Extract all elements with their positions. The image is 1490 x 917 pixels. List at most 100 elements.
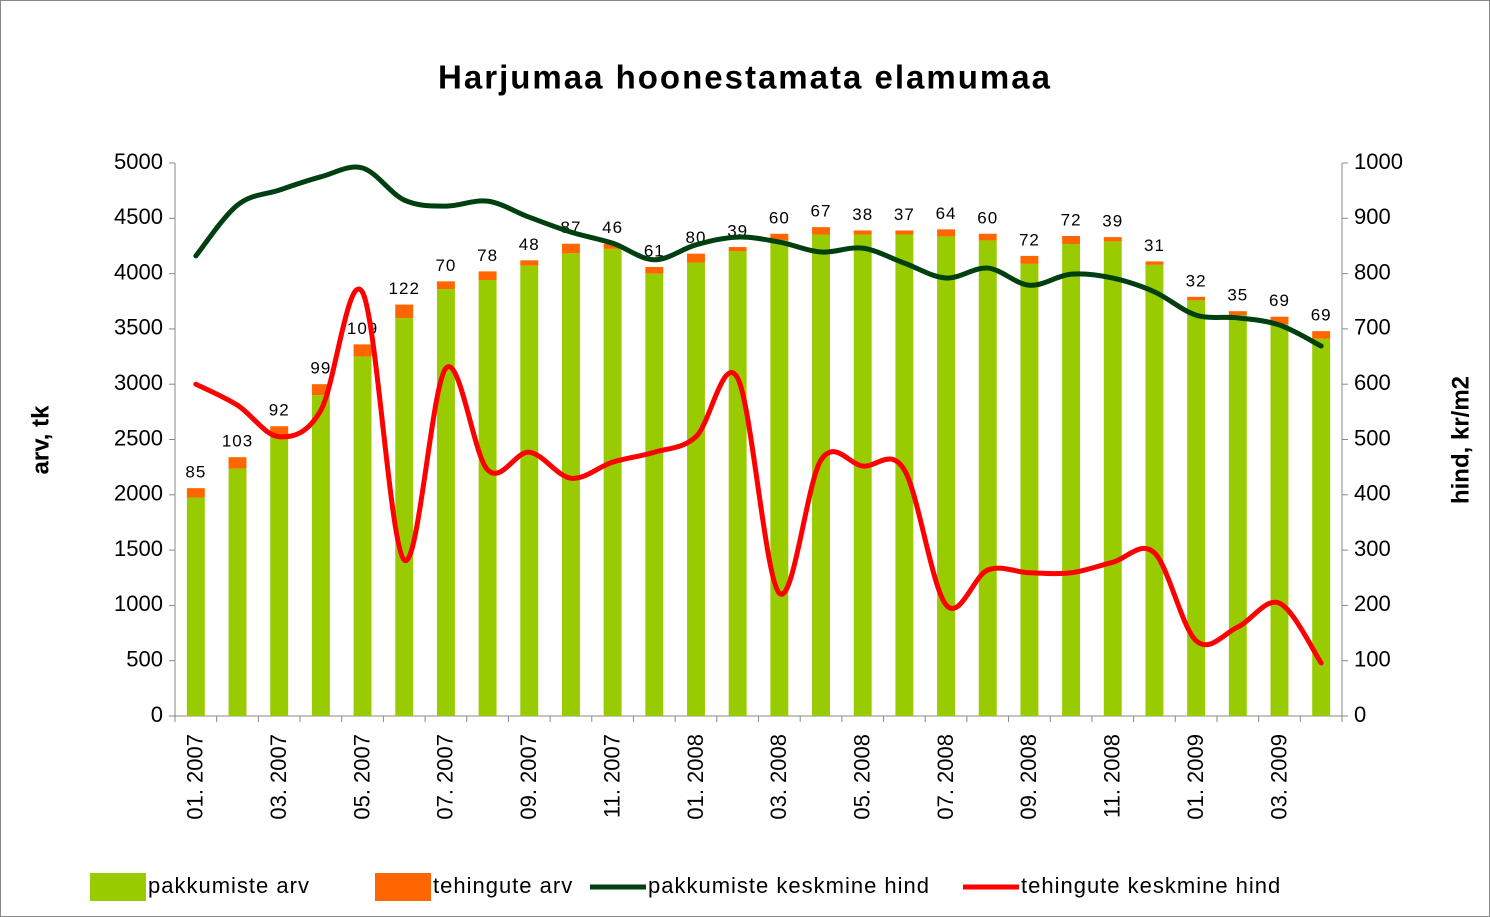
bar bbox=[520, 265, 539, 716]
y2-tick-label: 600 bbox=[1354, 370, 1391, 395]
y-axis-label: arv, tk bbox=[27, 405, 54, 475]
bar bbox=[1103, 241, 1122, 716]
data-label: 64 bbox=[936, 204, 957, 223]
data-label: 92 bbox=[269, 401, 290, 420]
y-tick-label: 4500 bbox=[114, 204, 163, 229]
bar bbox=[395, 304, 414, 319]
x-tick-label: 03. 2009 bbox=[1266, 734, 1291, 820]
bar bbox=[561, 243, 580, 254]
bar bbox=[1020, 263, 1039, 716]
data-label: 72 bbox=[1019, 230, 1040, 249]
legend-swatch bbox=[375, 873, 431, 901]
line bbox=[193, 164, 1324, 349]
y-tick-label: 5000 bbox=[114, 149, 163, 174]
chart-title: Harjumaa hoonestamata elamumaa bbox=[438, 59, 1052, 96]
y2-tick-label: 700 bbox=[1354, 315, 1391, 340]
bar bbox=[1145, 264, 1164, 716]
bar bbox=[937, 236, 956, 716]
bar bbox=[270, 436, 289, 716]
bar bbox=[895, 230, 914, 235]
legend-label: tehingute keskmine hind bbox=[1021, 873, 1281, 898]
data-label: 69 bbox=[1269, 291, 1290, 310]
x-tick-label: 09. 2008 bbox=[1016, 734, 1041, 820]
data-label: 46 bbox=[602, 218, 623, 237]
data-label: 38 bbox=[852, 205, 873, 224]
bar bbox=[1145, 261, 1164, 265]
data-label: 103 bbox=[222, 432, 253, 451]
data-label: 78 bbox=[477, 246, 498, 265]
bar bbox=[770, 233, 789, 241]
data-label: 48 bbox=[519, 235, 540, 254]
bar bbox=[937, 229, 956, 237]
y-tick-label: 0 bbox=[151, 702, 163, 727]
bar bbox=[395, 318, 414, 716]
y-tick-label: 2500 bbox=[114, 425, 163, 450]
bar bbox=[812, 234, 830, 716]
y-tick-label: 3500 bbox=[114, 315, 163, 340]
x-tick-label: 07. 2007 bbox=[433, 734, 458, 820]
bar bbox=[228, 468, 247, 716]
legend-label: pakkumiste keskmine hind bbox=[648, 873, 930, 898]
data-label: 69 bbox=[1311, 306, 1332, 325]
y2-tick-label: 200 bbox=[1354, 591, 1391, 616]
y2-tick-label: 100 bbox=[1354, 647, 1391, 672]
bar bbox=[812, 227, 830, 235]
bar bbox=[1228, 311, 1247, 316]
bar bbox=[853, 230, 872, 235]
data-label: 67 bbox=[811, 202, 832, 221]
bar bbox=[270, 426, 289, 437]
y-tick-label: 4000 bbox=[114, 259, 163, 284]
y-tick-label: 2000 bbox=[114, 481, 163, 506]
y-tick-label: 1500 bbox=[114, 536, 163, 561]
data-label: 99 bbox=[310, 359, 331, 378]
bar bbox=[645, 266, 664, 274]
bar bbox=[1062, 243, 1081, 716]
y2-tick-label: 900 bbox=[1354, 204, 1391, 229]
y2-axis-label: hind, kr/m2 bbox=[1447, 376, 1474, 504]
bar bbox=[645, 273, 664, 716]
legend-label: tehingute arv bbox=[433, 873, 573, 898]
x-tick-label: 01. 2009 bbox=[1183, 734, 1208, 820]
x-tick-label: 03. 2007 bbox=[266, 734, 291, 820]
bar bbox=[1312, 338, 1331, 716]
y-tick-label: 1000 bbox=[114, 591, 163, 616]
x-tick-label: 05. 2008 bbox=[850, 734, 875, 820]
bar bbox=[186, 497, 205, 716]
bar bbox=[228, 457, 247, 469]
bar bbox=[1187, 296, 1206, 301]
data-label: 37 bbox=[894, 205, 915, 224]
bar bbox=[978, 240, 997, 717]
x-tick-label: 07. 2008 bbox=[933, 734, 958, 820]
x-tick-label: 01. 2008 bbox=[683, 734, 708, 820]
bar bbox=[1312, 331, 1331, 339]
data-label: 72 bbox=[1061, 210, 1082, 229]
data-label: 60 bbox=[977, 208, 998, 227]
line bbox=[193, 286, 1324, 666]
data-label: 122 bbox=[389, 279, 420, 298]
bar bbox=[311, 395, 330, 716]
y2-tick-label: 300 bbox=[1354, 536, 1391, 561]
y2-tick-label: 500 bbox=[1354, 425, 1391, 450]
bar bbox=[728, 247, 747, 252]
bar bbox=[770, 240, 789, 717]
bar bbox=[853, 234, 872, 716]
bar bbox=[687, 262, 705, 716]
y-tick-label: 500 bbox=[126, 647, 163, 672]
legend-swatch bbox=[90, 873, 146, 901]
bar bbox=[353, 356, 372, 716]
bar bbox=[1187, 300, 1206, 716]
data-label: 61 bbox=[644, 241, 665, 260]
bar bbox=[687, 253, 705, 263]
x-tick-label: 03. 2008 bbox=[766, 734, 791, 820]
bar bbox=[186, 488, 205, 498]
x-tick-label: 05. 2007 bbox=[349, 734, 374, 820]
bar bbox=[1062, 235, 1081, 244]
data-label: 39 bbox=[1102, 212, 1123, 231]
y2-tick-label: 400 bbox=[1354, 481, 1391, 506]
bar bbox=[478, 271, 497, 281]
bar bbox=[603, 243, 622, 249]
data-label: 60 bbox=[769, 208, 790, 227]
bar bbox=[311, 384, 330, 396]
bar bbox=[436, 281, 455, 290]
